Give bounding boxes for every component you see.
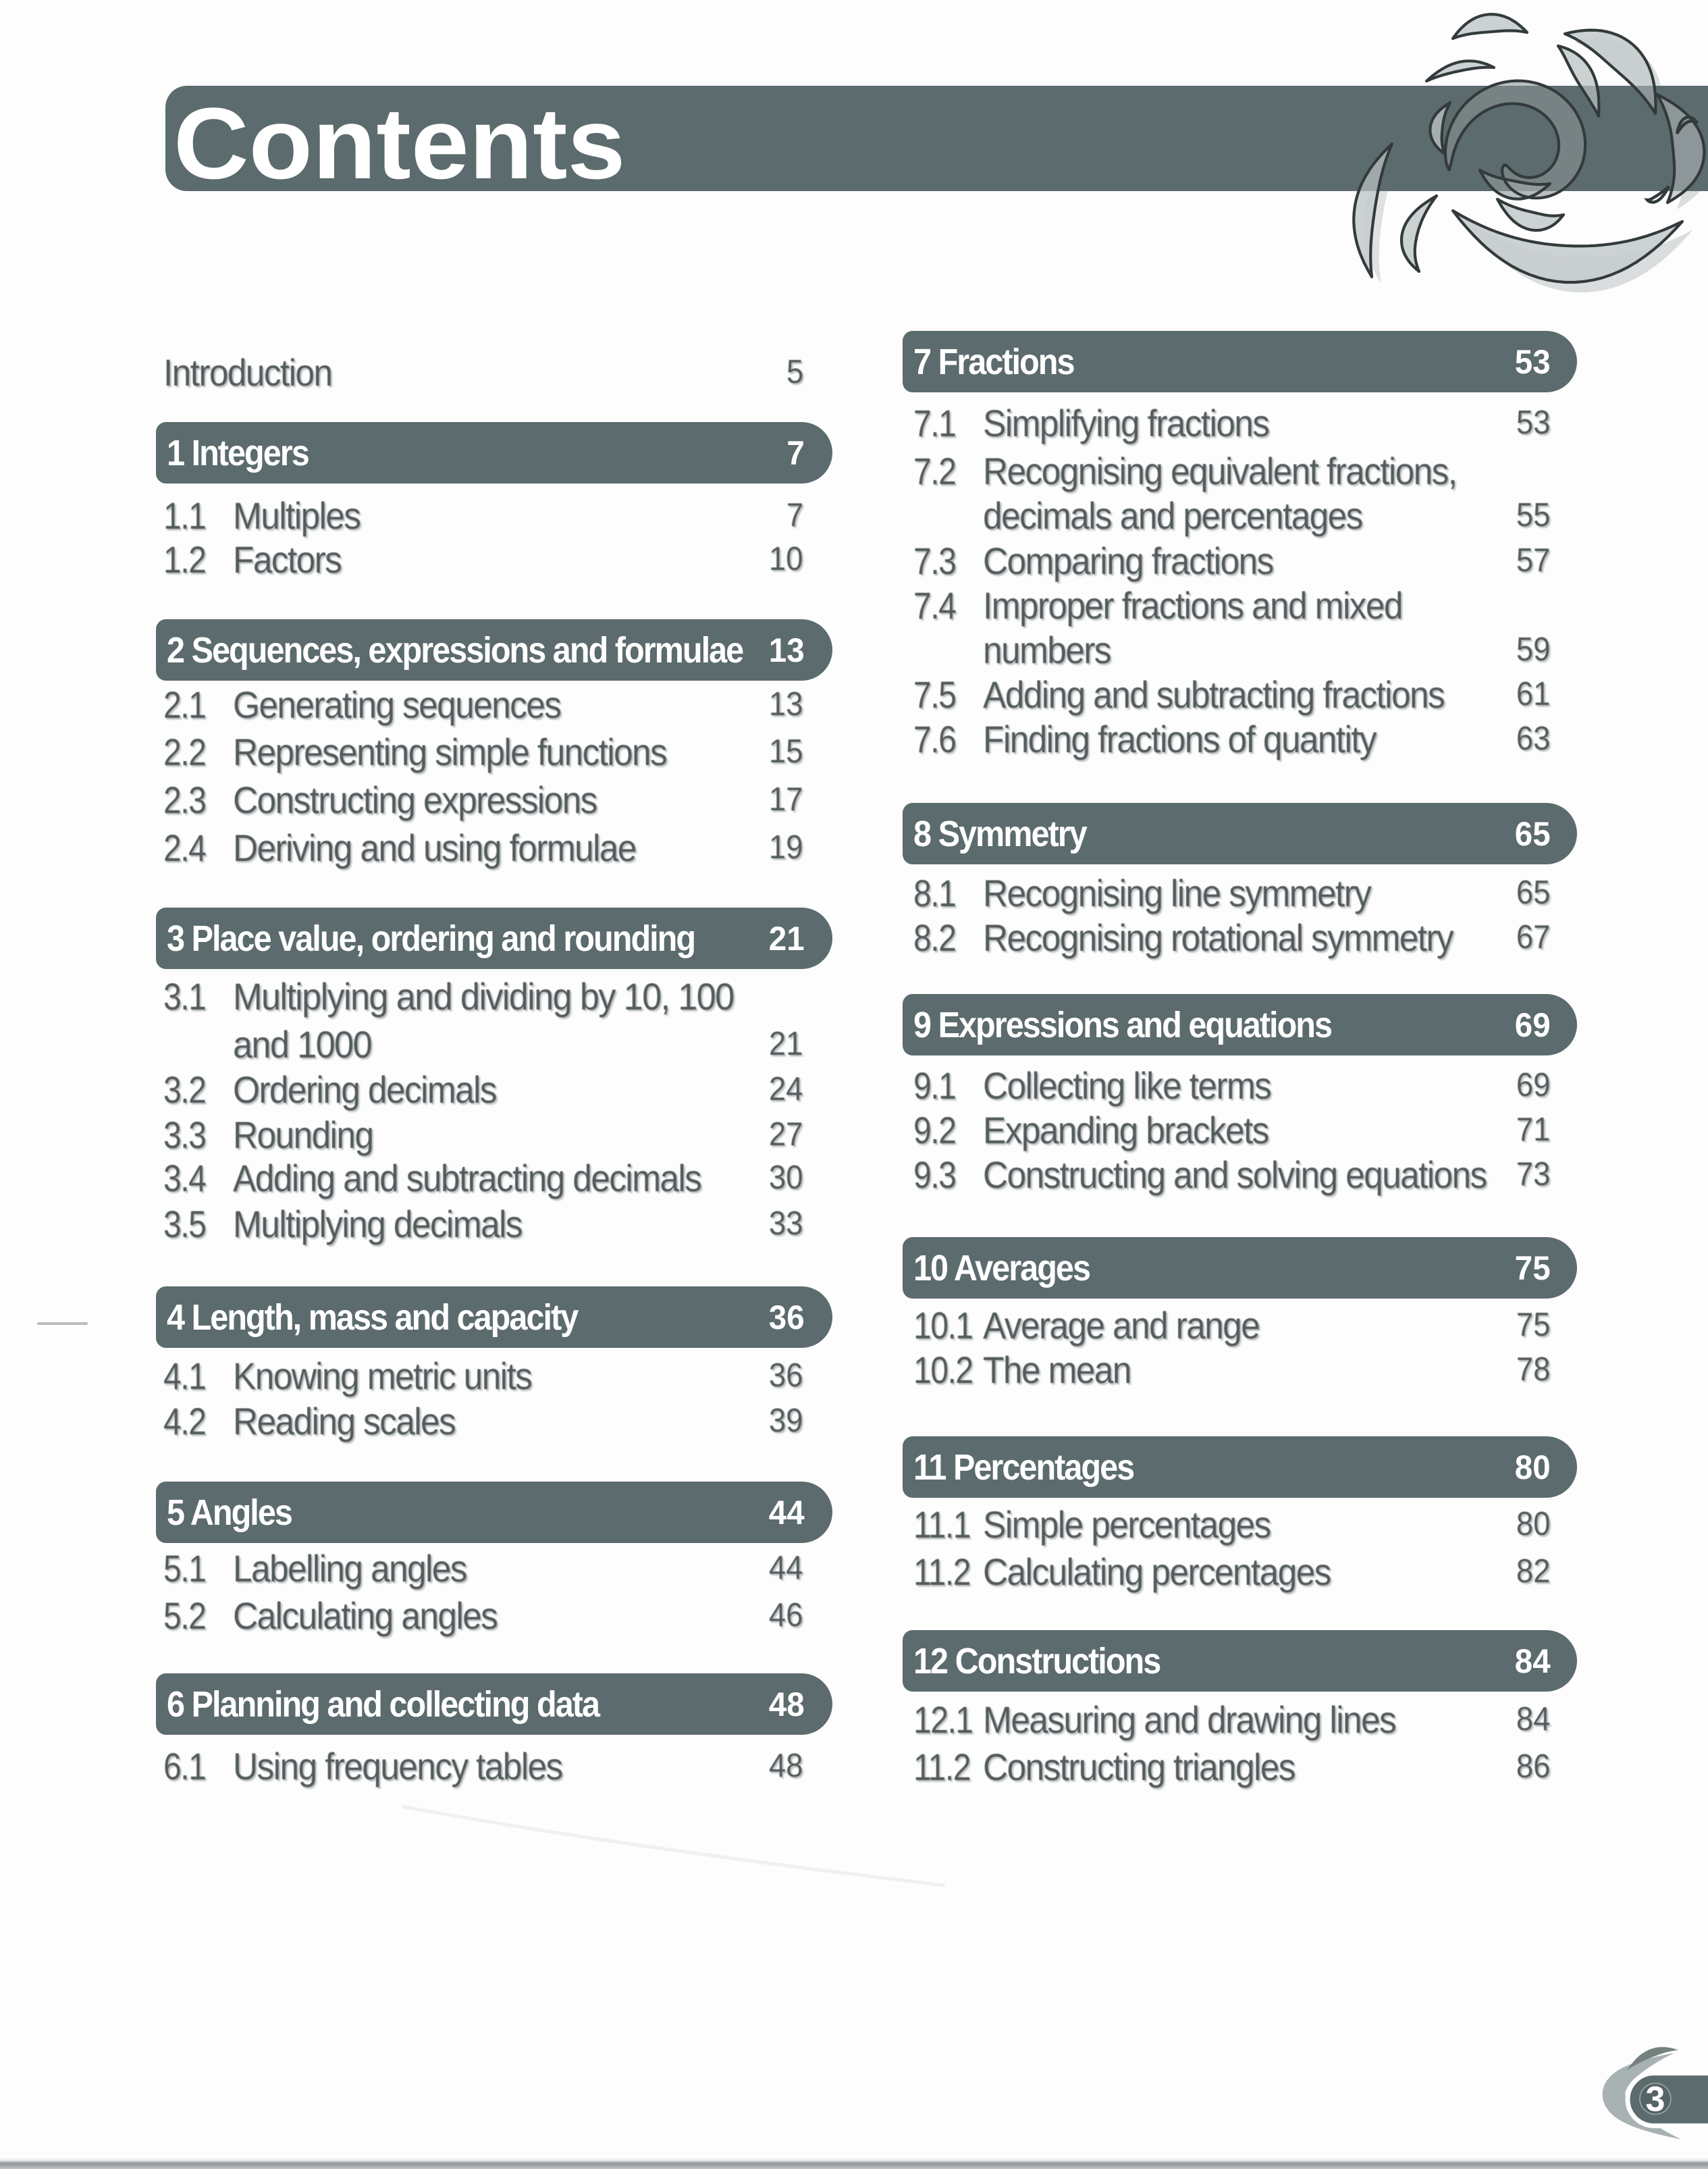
svg-text:3: 3 — [1646, 2080, 1665, 2119]
